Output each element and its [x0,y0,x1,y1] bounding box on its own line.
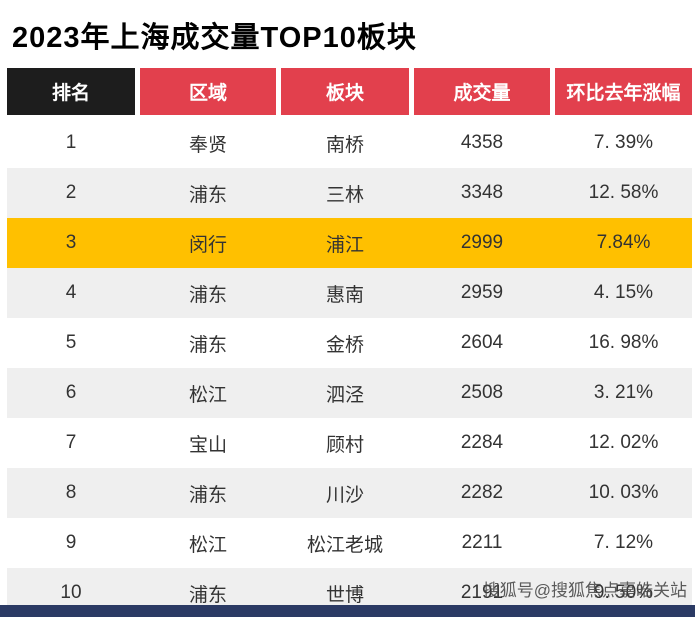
block-cell: 顾村 [325,434,364,456]
block-cell: 惠南 [325,284,364,306]
change-cell: 4. 15% [593,282,654,303]
volume-cell: 2191 [460,582,504,603]
region-cell: 闵行 [188,234,227,256]
table-row: 7 宝山 顾村 2284 12. 02% [7,418,692,468]
volume-cell: 2211 [461,532,503,553]
volume-cell: 3348 [460,182,504,203]
table-header-row: 排名 区域 板块 成交量 环比去年涨幅 [7,68,692,115]
region-cell: 浦东 [188,484,227,506]
volume-cell: 2508 [460,382,504,403]
volume-cell: 2604 [460,332,504,353]
region-cell: 宝山 [188,434,227,456]
rank-cell: 8 [65,482,77,503]
table-row: 8 浦东 川沙 2282 10. 03% [7,468,692,518]
bottom-bar [0,605,695,617]
rank-cell: 1 [65,132,77,153]
table-row: 4 浦东 惠南 2959 4. 15% [7,268,692,318]
table-row: 1 奉贤 南桥 4358 7. 39% [7,118,692,168]
region-cell: 浦东 [188,584,227,606]
rank-cell: 9 [65,532,77,553]
change-cell: 9. 50% [593,582,654,603]
data-table: 排名 区域 板块 成交量 环比去年涨幅 1 奉贤 南桥 4358 7. 39% … [0,68,695,617]
block-cell: 三林 [325,184,364,206]
region-cell: 浦东 [188,284,227,306]
table-row: 6 松江 泗泾 2508 3. 21% [7,368,692,418]
change-cell: 12. 02% [588,432,659,453]
region-cell: 奉贤 [188,134,227,156]
block-cell: 浦江 [325,234,364,256]
change-cell: 12. 58% [588,182,659,203]
header-cell-region: 区域 [140,68,276,115]
block-cell: 南桥 [325,134,364,156]
change-cell: 3. 21% [593,382,654,403]
block-cell: 泗泾 [325,384,364,406]
change-cell: 7.84% [596,232,651,253]
watermark-text: 搜狐号@搜狐焦点嘉皓关站 [482,581,687,600]
volume-cell: 2999 [460,232,504,253]
change-cell: 7. 12% [593,532,654,553]
volume-cell: 2284 [460,432,504,453]
volume-cell: 4358 [460,132,504,153]
rank-cell: 4 [65,282,77,303]
change-cell: 7. 39% [593,132,654,153]
table-row: 9 松江 松江老城 2211 7. 12% [7,518,692,568]
table-body: 1 奉贤 南桥 4358 7. 39% 2 浦东 三林 3348 12. 58%… [7,118,692,617]
region-cell: 浦东 [188,334,227,356]
block-cell: 金桥 [325,334,364,356]
change-cell: 10. 03% [588,482,659,503]
page-title: 2023年上海成交量TOP10板块 [12,22,417,54]
table-row: 5 浦东 金桥 2604 16. 98% [7,318,692,368]
rank-cell: 7 [65,432,77,453]
change-cell: 16. 98% [588,332,659,353]
volume-cell: 2959 [460,282,504,303]
rank-cell: 3 [65,232,77,253]
region-cell: 松江 [188,534,227,556]
header-cell-change: 环比去年涨幅 [555,68,692,115]
block-cell: 世博 [325,584,364,606]
volume-cell: 2282 [460,482,504,503]
region-cell: 松江 [188,384,227,406]
region-cell: 浦东 [188,184,227,206]
table-row: 2 浦东 三林 3348 12. 58% [7,168,692,218]
header-cell-block: 板块 [281,68,409,115]
rank-cell: 2 [65,182,77,203]
block-cell: 川沙 [325,484,364,506]
rank-cell: 6 [65,382,77,403]
block-cell: 松江老城 [306,534,383,556]
table-row: 3 闵行 浦江 2999 7.84% [7,218,692,268]
rank-cell: 5 [65,332,77,353]
header-cell-volume: 成交量 [414,68,550,115]
rank-cell: 10 [60,582,82,603]
header-cell-rank: 排名 [7,68,135,115]
